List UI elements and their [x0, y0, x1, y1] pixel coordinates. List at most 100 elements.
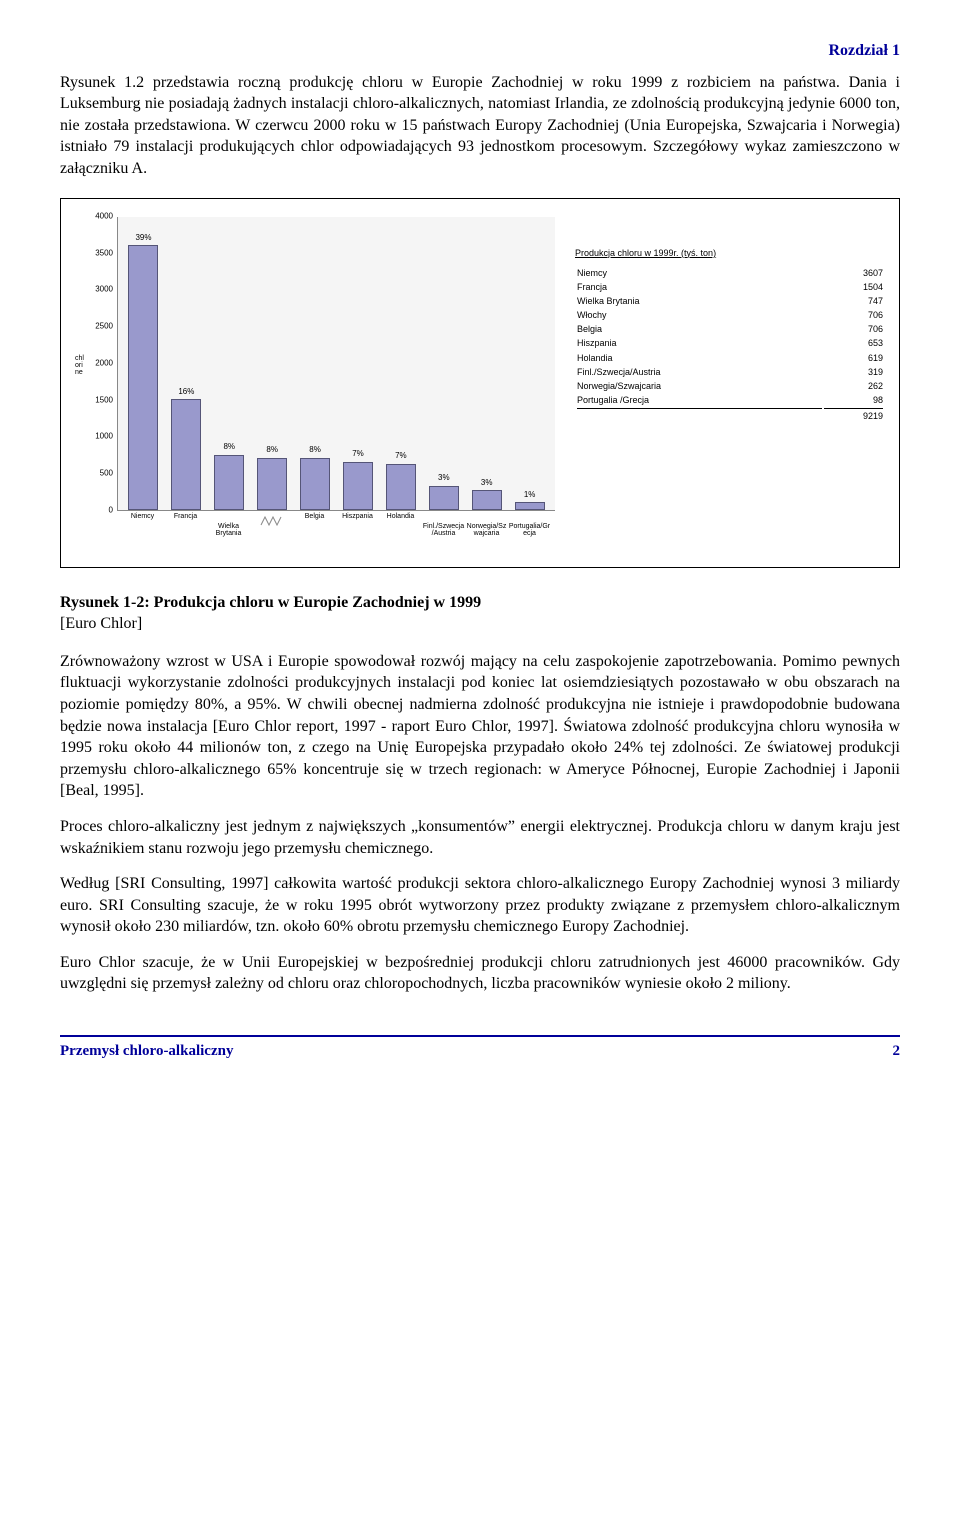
- bar-rect: [429, 486, 459, 509]
- x-tick-label: Finl./Szwecja/Austria: [422, 513, 465, 557]
- legend-row: Holandia619: [577, 352, 883, 364]
- legend-name: Belgia: [577, 323, 822, 335]
- x-tick-label: Portugalia/Grecja: [508, 513, 551, 557]
- legend-row: Norwegia/Szwajcaria262: [577, 380, 883, 392]
- bar-percent-label: 1%: [524, 490, 536, 501]
- legend-row: Portugalia /Grecja98: [577, 394, 883, 406]
- paragraph-2: Zrównoważony wzrost w USA i Europie spow…: [60, 651, 900, 802]
- bar-rect: [128, 245, 158, 509]
- bars-row: 39% 16% 8% 8% 8% 7% 7% 3% 3% 1%: [118, 217, 555, 510]
- bar-percent-label: 8%: [266, 445, 278, 456]
- figure-caption-line1: Rysunek 1-2: Produkcja chloru w Europie …: [60, 594, 481, 611]
- bar-rect: [515, 502, 545, 509]
- legend-row: Belgia706: [577, 323, 883, 335]
- y-tick-label: 4000: [95, 211, 113, 222]
- paragraph-4: Według [SRI Consulting, 1997] całkowita …: [60, 873, 900, 938]
- legend-name: Holandia: [577, 352, 822, 364]
- legend-value: 653: [824, 337, 883, 349]
- bar-slot: 1%: [508, 217, 551, 510]
- legend-name: Wielka Brytania: [577, 295, 822, 307]
- y-axis: 05001000150020002500300035004000chlorine: [75, 217, 117, 511]
- bar-percent-label: 3%: [481, 478, 493, 489]
- x-tick-label: Holandia: [379, 513, 422, 557]
- paragraph-1: Rysunek 1.2 przedstawia roczną produkcję…: [60, 72, 900, 180]
- bar-rect: [300, 458, 330, 510]
- chapter-header: Rozdział 1: [60, 40, 900, 62]
- legend-name: Niemcy: [577, 267, 822, 279]
- bar-slot: 8%: [294, 217, 337, 510]
- legend-row: Włochy706: [577, 309, 883, 321]
- bar-slot: 7%: [379, 217, 422, 510]
- bar-slot: 3%: [422, 217, 465, 510]
- legend-value: 262: [824, 380, 883, 392]
- legend-name: Finl./Szwecja/Austria: [577, 366, 822, 378]
- bar-rect: [343, 462, 373, 510]
- legend-total-value: 9219: [824, 408, 883, 422]
- bar-percent-label: 8%: [223, 442, 235, 453]
- bar-percent-label: 39%: [135, 233, 151, 244]
- legend-row: Finl./Szwecja/Austria319: [577, 366, 883, 378]
- y-tick-label: 3500: [95, 248, 113, 259]
- page-footer: Przemysł chloro-alkaliczny 2: [60, 1035, 900, 1061]
- paragraph-3: Proces chloro-alkaliczny jest jednym z n…: [60, 816, 900, 859]
- bar-rect: [171, 399, 201, 509]
- chart-plot: 05001000150020002500300035004000chlorine…: [75, 217, 555, 557]
- legend-value: 98: [824, 394, 883, 406]
- legend-total-row: 9219: [577, 408, 883, 422]
- x-tick-label: Francja: [164, 513, 207, 557]
- chart-legend: Produkcja chloru w 1999r. (tyś. ton) Nie…: [555, 217, 885, 557]
- bar-slot: 16%: [165, 217, 208, 510]
- legend-value: 3607: [824, 267, 883, 279]
- bar-rect: [257, 458, 287, 510]
- bar-percent-label: 3%: [438, 473, 450, 484]
- chart-frame: 0 500 1000 1500 2000 2500 3000 3500 4000 chlorine…: [60, 198, 900, 568]
- legend-row: Francja1504: [577, 281, 883, 293]
- legend-name: Portugalia /Grecja: [577, 394, 822, 406]
- bar-percent-label: 8%: [309, 445, 321, 456]
- legend-value: 319: [824, 366, 883, 378]
- legend-name: Włochy: [577, 309, 822, 321]
- y-tick-label: 1500: [95, 395, 113, 406]
- footer-right: 2: [893, 1041, 901, 1061]
- paragraph-5: Euro Chlor szacuje, że w Unii Europejski…: [60, 952, 900, 995]
- legend-value: 706: [824, 323, 883, 335]
- legend-row: Niemcy3607: [577, 267, 883, 279]
- bar-rect: [472, 490, 502, 509]
- y-axis-extra-label: chlorine: [75, 355, 84, 376]
- bar-slot: 8%: [251, 217, 294, 510]
- figure-caption-line2: [Euro Chlor]: [60, 615, 142, 632]
- y-tick-label: 3000: [95, 285, 113, 296]
- legend-name: Hiszpania: [577, 337, 822, 349]
- bar-rect: [386, 464, 416, 509]
- bar-slot: 3%: [465, 217, 508, 510]
- bar-rect: [214, 455, 244, 510]
- x-tick-label: Niemcy: [121, 513, 164, 557]
- legend-row: Hiszpania653: [577, 337, 883, 349]
- bar-percent-label: 16%: [178, 387, 194, 398]
- footer-left: Przemysł chloro-alkaliczny: [60, 1041, 233, 1061]
- wlochy-label-icon: [259, 513, 285, 527]
- legend-name: Norwegia/Szwajcaria: [577, 380, 822, 392]
- x-tick-label: Norwegia/Szwajcaria: [465, 513, 508, 557]
- plot-area: 39% 16% 8% 8% 8% 7% 7% 3% 3% 1%: [117, 217, 555, 511]
- figure-caption: Rysunek 1-2: Produkcja chloru w Europie …: [60, 592, 900, 635]
- legend-row: Wielka Brytania747: [577, 295, 883, 307]
- x-tick-label: Belgia: [293, 513, 336, 557]
- y-tick-label: 0: [109, 505, 113, 516]
- legend-title: Produkcja chloru w 1999r. (tyś. ton): [575, 247, 885, 259]
- y-tick-label: 2500: [95, 321, 113, 332]
- bar-percent-label: 7%: [395, 451, 407, 462]
- y-tick-label: 2000: [95, 358, 113, 369]
- legend-name: Francja: [577, 281, 822, 293]
- legend-value: 747: [824, 295, 883, 307]
- legend-value: 706: [824, 309, 883, 321]
- bar-percent-label: 7%: [352, 449, 364, 460]
- bar-slot: 39%: [122, 217, 165, 510]
- legend-value: 619: [824, 352, 883, 364]
- y-tick-label: 500: [100, 468, 113, 479]
- y-tick-label: 1000: [95, 432, 113, 443]
- x-axis: NiemcyFrancjaWielka BrytaniaBelgiaHiszpa…: [117, 511, 555, 557]
- x-tick-label: Wielka Brytania: [207, 513, 250, 557]
- bar-slot: 7%: [337, 217, 380, 510]
- legend-table: Niemcy3607Francja1504Wielka Brytania747W…: [575, 265, 885, 425]
